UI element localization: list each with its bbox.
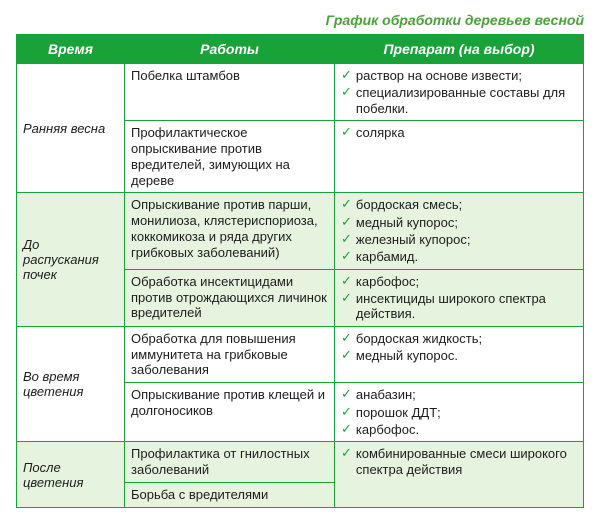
prep-item: ✓ инсектициды широкого спектра действия. xyxy=(341,291,577,322)
prep-text: бордоская смесь; xyxy=(356,197,577,212)
prep-text: карбамид. xyxy=(356,249,577,264)
prep-item: ✓ раствор на основе извести; xyxy=(341,68,577,83)
check-icon: ✓ xyxy=(341,68,352,83)
prep-item: ✓ карбофос; xyxy=(341,274,577,289)
time-cell: До распускания почек xyxy=(17,193,125,326)
prep-item: ✓ бордоская смесь; xyxy=(341,197,577,212)
prep-text: комбинированные смеси широкого спектра д… xyxy=(356,446,577,477)
prep-text: порошок ДДТ; xyxy=(356,405,577,420)
prep-cell: ✓ раствор на основе извести; ✓ специализиро… xyxy=(335,64,584,121)
check-icon: ✓ xyxy=(341,274,352,289)
check-icon: ✓ xyxy=(341,232,352,247)
check-icon: ✓ xyxy=(341,291,352,306)
check-icon: ✓ xyxy=(341,215,352,230)
table-row: Во время цветенияОбработка для повышения… xyxy=(17,326,584,383)
table-header-row: Время Работы Препарат (на выбор) xyxy=(17,35,584,64)
prep-text: карбофос; xyxy=(356,274,577,289)
check-icon: ✓ xyxy=(341,422,352,437)
work-cell: Борьба с вредителями xyxy=(125,483,335,508)
work-cell: Обработка инсектицидами против отрождающ… xyxy=(125,269,335,326)
time-cell: Ранняя весна xyxy=(17,64,125,193)
check-icon: ✓ xyxy=(341,85,352,100)
prep-text: бордоская жидкость; xyxy=(356,331,577,346)
prep-cell: ✓ солярка xyxy=(335,120,584,192)
prep-cell: ✓ бордоская жидкость; ✓ медный купорос. xyxy=(335,326,584,383)
prep-text: карбофос. xyxy=(356,422,577,437)
check-icon: ✓ xyxy=(341,249,352,264)
prep-text: специализированные составы для побелки. xyxy=(356,85,577,116)
treatment-table: Время Работы Препарат (на выбор) Ранняя … xyxy=(16,34,584,508)
prep-item: ✓ железный купорос; xyxy=(341,232,577,247)
prep-item: ✓ порошок ДДТ; xyxy=(341,405,577,420)
col-work: Работы xyxy=(125,35,335,64)
prep-item: ✓ медный купорос. xyxy=(341,348,577,363)
prep-item: ✓ медный купорос; xyxy=(341,215,577,230)
prep-item: ✓ комбинированные смеси широкого спектра … xyxy=(341,446,577,477)
table-row: После цветенияПрофилактика от гнилостных… xyxy=(17,442,584,483)
check-icon: ✓ xyxy=(341,331,352,346)
work-cell: Профилактика от гнилостных заболеваний xyxy=(125,442,335,483)
work-cell: Профилактическое опрыскивание против вре… xyxy=(125,120,335,192)
table-row: До распускания почекОпрыскивание против … xyxy=(17,193,584,269)
prep-text: солярка xyxy=(356,125,577,140)
prep-cell: ✓ комбинированные смеси широкого спектра … xyxy=(335,442,584,508)
prep-cell: ✓ анабазин; ✓ порошок ДДТ; ✓ карбофос. xyxy=(335,383,584,442)
prep-item: ✓ солярка xyxy=(341,125,577,140)
prep-cell: ✓ бордоская смесь; ✓ медный купорос; ✓ железн… xyxy=(335,193,584,269)
check-icon: ✓ xyxy=(341,125,352,140)
check-icon: ✓ xyxy=(341,348,352,363)
check-icon: ✓ xyxy=(341,197,352,212)
prep-text: медный купорос. xyxy=(356,348,577,363)
prep-item: ✓ анабазин; xyxy=(341,387,577,402)
col-prep: Препарат (на выбор) xyxy=(335,35,584,64)
check-icon: ✓ xyxy=(341,446,352,461)
prep-text: инсектициды широкого спектра действия. xyxy=(356,291,577,322)
prep-text: раствор на основе извести; xyxy=(356,68,577,83)
work-cell: Обработка для повышения иммунитета на гр… xyxy=(125,326,335,383)
time-cell: После цветения xyxy=(17,442,125,508)
prep-text: медный купорос; xyxy=(356,215,577,230)
work-cell: Опрыскивание против парши, монилиоза, кл… xyxy=(125,193,335,269)
time-cell: Во время цветения xyxy=(17,326,125,442)
check-icon: ✓ xyxy=(341,405,352,420)
table-row: Ранняя веснаПобелка штамбов✓раствор на о… xyxy=(17,64,584,121)
prep-cell: ✓ карбофос; ✓ инсектициды широкого спектра … xyxy=(335,269,584,326)
work-cell: Опрыскивание против клещей и долгоносико… xyxy=(125,383,335,442)
work-cell: Побелка штамбов xyxy=(125,64,335,121)
prep-item: ✓ бордоская жидкость; xyxy=(341,331,577,346)
prep-item: ✓ специализированные составы для побелки. xyxy=(341,85,577,116)
prep-text: анабазин; xyxy=(356,387,577,402)
prep-item: ✓ карбамид. xyxy=(341,249,577,264)
check-icon: ✓ xyxy=(341,387,352,402)
prep-item: ✓ карбофос. xyxy=(341,422,577,437)
prep-text: железный купорос; xyxy=(356,232,577,247)
col-time: Время xyxy=(17,35,125,64)
chart-title: График обработки деревьев весной xyxy=(16,12,584,28)
